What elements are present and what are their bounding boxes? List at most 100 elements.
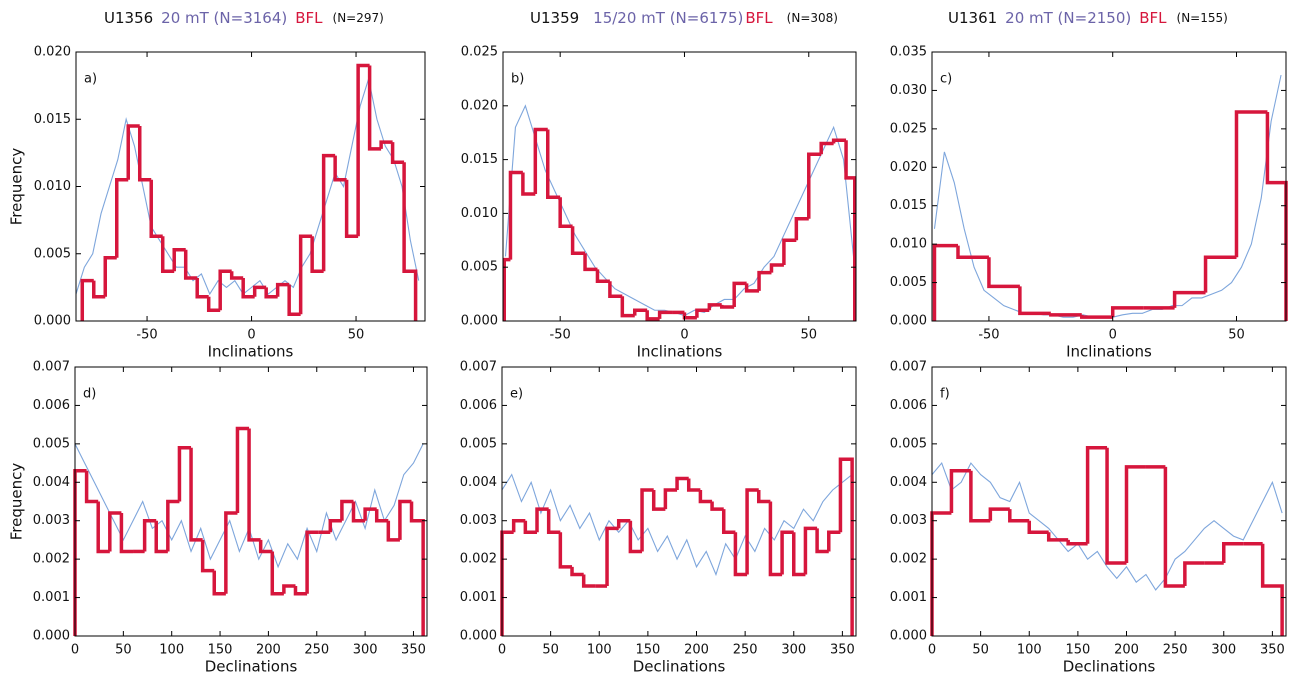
histogram-bin [183, 249, 198, 280]
histogram-bin [195, 277, 209, 299]
y-tick-label: 0.000 [461, 314, 498, 329]
x-tick-label: 0 [498, 643, 506, 658]
histogram-bin [1105, 447, 1127, 565]
histogram-bin [115, 178, 129, 258]
histogram-bin [844, 140, 857, 321]
histogram-bin [1163, 466, 1185, 588]
x-tick-label: -50 [550, 328, 571, 343]
x-tick-label: 0 [247, 328, 255, 343]
histogram-bin [819, 141, 834, 155]
y-tick-label: 0.005 [890, 275, 927, 290]
y-tick-label: 0.004 [460, 475, 497, 490]
y-tick-label: 0.010 [34, 179, 71, 194]
x-tick-label: 50 [1228, 328, 1245, 343]
histogram-bin [282, 584, 296, 594]
y-tick-label: 0.000 [33, 629, 70, 644]
histogram-bin [142, 518, 157, 552]
x-tick-label: -50 [978, 328, 999, 343]
histogram-bin [949, 469, 971, 514]
histogram-bin [1260, 543, 1284, 636]
histogram-bin [293, 586, 308, 596]
histogram-bin [508, 170, 523, 260]
y-axis-label: Frequency [8, 463, 26, 541]
site: U1361 [948, 9, 997, 27]
x-axis-label: Inclinations [208, 343, 294, 361]
histogram-bin [710, 501, 724, 511]
x-tick-label: 150 [208, 643, 233, 658]
y-tick-label: 0.020 [461, 98, 498, 113]
histogram-bin [815, 528, 829, 554]
histogram-bin [545, 129, 561, 200]
x-tick-label: 300 [781, 643, 806, 658]
x-tick-label: 0 [1109, 328, 1117, 343]
histogram-bin [119, 513, 134, 554]
histogram-bin [651, 489, 666, 511]
histogram-bin [1080, 314, 1113, 319]
histogram-bin [1066, 539, 1088, 546]
histogram-bin [229, 271, 244, 280]
histogram-bin [657, 310, 673, 319]
panel-label: b) [511, 72, 524, 87]
header: U1359 15/20 mT (N=6175) BFL (N=308) [530, 9, 838, 27]
histogram-bin [206, 296, 221, 312]
x-tick-label: 250 [304, 643, 329, 658]
x-tick-label: 150 [635, 643, 660, 658]
histogram-bin [640, 488, 654, 552]
histogram-bin [807, 152, 822, 219]
histogram-bin [298, 234, 313, 315]
histogram-bin [930, 511, 952, 636]
y-tick-label: 0.003 [33, 513, 70, 528]
histogram-bin [521, 172, 536, 196]
y-tick-label: 0.007 [33, 360, 70, 375]
panel-label: c) [940, 72, 952, 87]
y-tick-label: 0.020 [890, 160, 927, 175]
histogram-bin [502, 257, 511, 321]
line-series [931, 461, 1283, 591]
histogram-bin [956, 245, 989, 259]
histogram-bin [241, 277, 255, 299]
histogram-bin [533, 127, 548, 195]
x-tick-label: 200 [256, 643, 281, 658]
x-axis-label: Declinations [633, 658, 726, 675]
histogram-bin [84, 470, 99, 504]
histogram-bin [1183, 561, 1205, 587]
x-tick-label: 50 [972, 643, 989, 658]
panel-label: d) [83, 387, 96, 402]
histogram-bin [252, 285, 267, 297]
x-tick-label: 0 [928, 643, 936, 658]
x-tick-label: 350 [830, 643, 855, 658]
histogram-bin [103, 256, 117, 297]
histogram-bin [218, 269, 232, 311]
histogram-bin [374, 509, 389, 523]
line-series [75, 76, 420, 296]
histogram-bin [720, 304, 735, 309]
histogram-bin [386, 520, 400, 542]
histogram-bin [827, 530, 841, 552]
histogram-bin [1110, 306, 1144, 318]
y-tick-label: 0.003 [890, 513, 927, 528]
histogram-bin [698, 489, 713, 504]
x-tick-label: 250 [1163, 643, 1188, 658]
y-tick-label: 0.001 [460, 590, 497, 605]
histogram-bin [605, 526, 619, 587]
x-tick-label: 100 [159, 643, 184, 658]
y-tick-label: 0.003 [460, 513, 497, 528]
blue-label: 15/20 mT (N=6175) [593, 9, 743, 27]
histogram-bin [780, 530, 794, 575]
histogram-bin [535, 507, 549, 533]
count: (N=155) [1177, 11, 1228, 25]
histogram-bin [558, 197, 573, 229]
histogram-bin [803, 526, 818, 575]
histogram-bin [1008, 509, 1030, 523]
histogram-bin [258, 539, 273, 554]
plot-frame [74, 366, 428, 637]
red-label: BFL [1139, 9, 1167, 27]
histogram-bin [1124, 465, 1146, 563]
histogram-bin [707, 303, 722, 311]
histogram-bin [570, 566, 584, 577]
histogram-bin [695, 308, 710, 318]
histogram-bin [608, 281, 623, 299]
histogram-bin [177, 445, 192, 502]
histogram-bin [546, 509, 561, 534]
histogram-bin [988, 507, 1010, 521]
